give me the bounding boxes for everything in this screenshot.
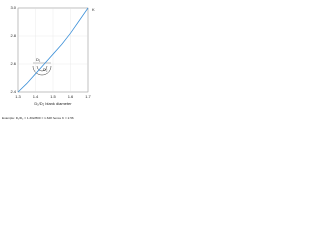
inset-shape [36, 65, 48, 72]
x-axis-label: D₁/D₂ blank diameter [34, 101, 72, 106]
y-tick-label: 2.4 [10, 89, 16, 94]
y-tick-label: 3.0 [10, 5, 16, 10]
y-tick-label: 2.6 [10, 61, 16, 66]
inset-label: D₁ [36, 57, 41, 62]
chart: K D₁/D₂ blank diameter Example: D₁/D₂ = … [2, 5, 95, 120]
x-tick-label: 1.5 [50, 94, 56, 99]
x-tick-label: 1.7 [85, 94, 91, 99]
caption: Example: D₁/D₂ = 1.302/800 = 1.628 hence… [2, 116, 74, 120]
x-tick-label: 1.4 [33, 94, 39, 99]
inset-shape [32, 65, 52, 76]
inset-label: D₂ [43, 67, 48, 72]
y-tick-label: 2.8 [10, 33, 16, 38]
x-tick-label: 1.6 [68, 94, 74, 99]
inset: D₁ D₂ [32, 57, 52, 76]
y-axis-label: K [92, 7, 95, 12]
data-line [17, 7, 89, 93]
x-tick-label: 1.3 [15, 94, 21, 99]
